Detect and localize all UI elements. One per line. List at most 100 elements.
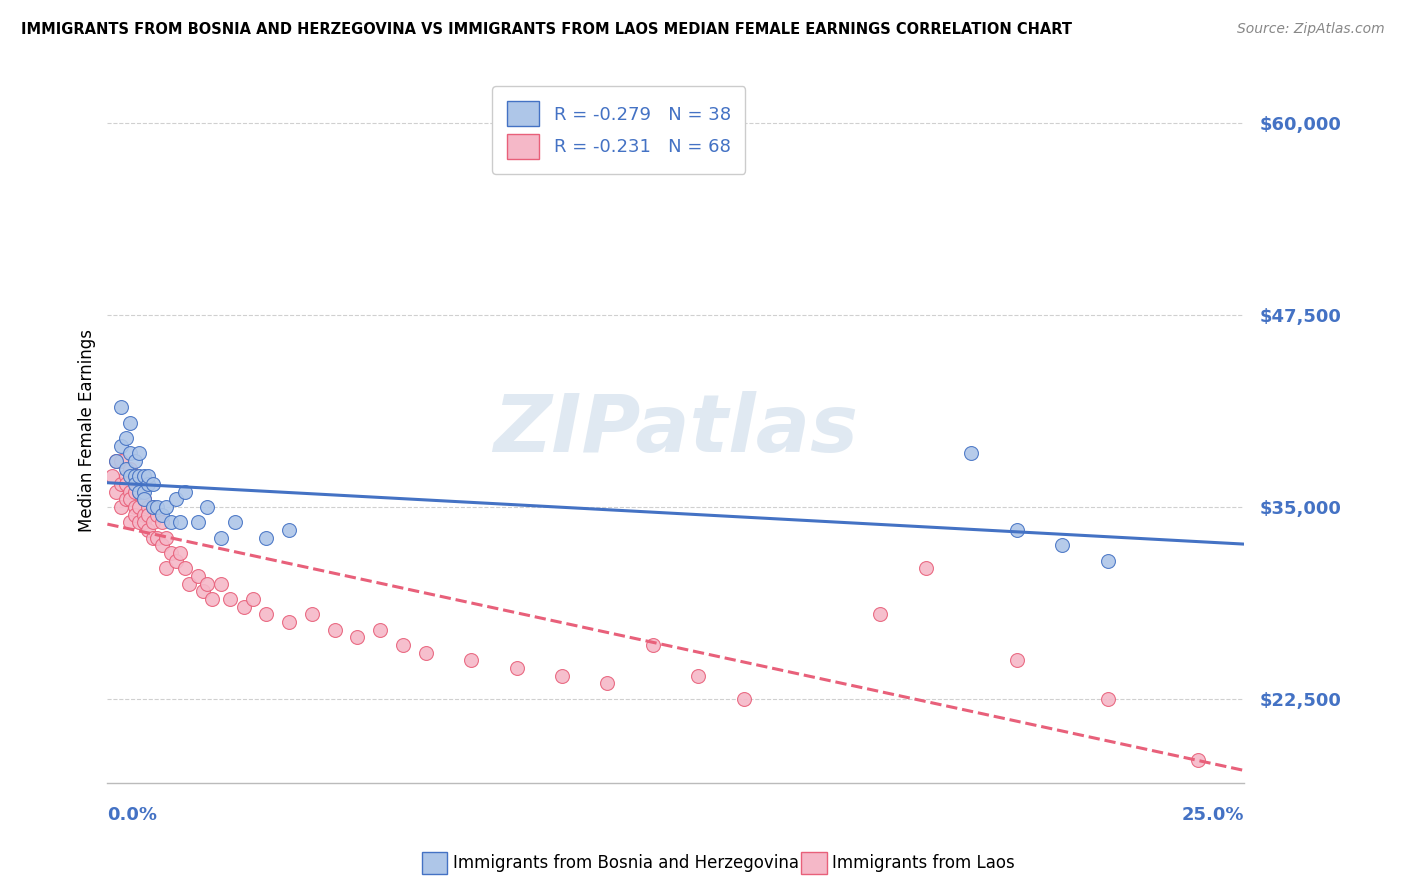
Point: [256, 607, 278, 622]
Point: [132, 469, 155, 483]
Point: [128, 516, 150, 530]
Point: [415, 646, 437, 660]
Point: [136, 469, 159, 483]
Point: [142, 477, 165, 491]
Point: [132, 492, 155, 507]
Point: [197, 500, 219, 514]
Point: [169, 546, 191, 560]
Text: Immigrants from Laos: Immigrants from Laos: [832, 854, 1015, 871]
Point: [136, 508, 159, 522]
Point: [136, 500, 159, 514]
Point: [114, 431, 136, 445]
Point: [191, 584, 214, 599]
Point: [101, 469, 124, 483]
Point: [209, 576, 232, 591]
Point: [114, 492, 136, 507]
Legend: R = -0.279   N = 38, R = -0.231   N = 68: R = -0.279 N = 38, R = -0.231 N = 68: [492, 87, 745, 174]
Point: [110, 477, 132, 491]
Point: [1005, 653, 1028, 667]
Point: [278, 615, 301, 629]
Point: [128, 500, 150, 514]
Point: [120, 469, 142, 483]
Point: [160, 516, 183, 530]
Text: Immigrants from Bosnia and Herzegovina: Immigrants from Bosnia and Herzegovina: [453, 854, 799, 871]
Text: Source: ZipAtlas.com: Source: ZipAtlas.com: [1237, 22, 1385, 37]
Point: [197, 576, 219, 591]
Point: [368, 623, 391, 637]
Point: [120, 516, 142, 530]
Point: [132, 484, 155, 499]
Point: [120, 446, 142, 460]
Point: [114, 461, 136, 475]
Point: [146, 508, 169, 522]
Text: IMMIGRANTS FROM BOSNIA AND HERZEGOVINA VS IMMIGRANTS FROM LAOS MEDIAN FEMALE EAR: IMMIGRANTS FROM BOSNIA AND HERZEGOVINA V…: [21, 22, 1073, 37]
Point: [392, 638, 415, 652]
Point: [256, 531, 278, 545]
Point: [136, 523, 159, 537]
Point: [124, 469, 146, 483]
Point: [120, 461, 142, 475]
Point: [142, 500, 165, 514]
Point: [165, 492, 187, 507]
Point: [169, 516, 191, 530]
Point: [242, 592, 264, 607]
Point: [128, 469, 150, 483]
Point: [120, 484, 142, 499]
Point: [1005, 523, 1028, 537]
Point: [209, 531, 232, 545]
Point: [150, 508, 173, 522]
Point: [733, 691, 755, 706]
Point: [155, 561, 177, 575]
Point: [187, 569, 209, 583]
Point: [187, 516, 209, 530]
Point: [124, 469, 146, 483]
Point: [460, 653, 482, 667]
Point: [132, 508, 155, 522]
Point: [136, 477, 159, 491]
Point: [179, 576, 201, 591]
Point: [641, 638, 664, 652]
Point: [551, 669, 574, 683]
Point: [124, 477, 146, 491]
Point: [128, 446, 150, 460]
Point: [128, 484, 150, 499]
Point: [110, 439, 132, 453]
Point: [173, 561, 195, 575]
Point: [346, 631, 368, 645]
Point: [869, 607, 891, 622]
Point: [1050, 538, 1073, 552]
Point: [1097, 691, 1119, 706]
Point: [142, 500, 165, 514]
Point: [142, 531, 165, 545]
Point: [124, 500, 146, 514]
Point: [232, 599, 254, 614]
Point: [146, 500, 169, 514]
Point: [1187, 753, 1209, 767]
Point: [124, 484, 146, 499]
Point: [173, 484, 195, 499]
Point: [105, 454, 128, 468]
Point: [150, 516, 173, 530]
Point: [1097, 554, 1119, 568]
Point: [224, 516, 246, 530]
Point: [105, 454, 128, 468]
Y-axis label: Median Female Earnings: Median Female Earnings: [79, 329, 96, 532]
Point: [278, 523, 301, 537]
Point: [323, 623, 346, 637]
Point: [201, 592, 224, 607]
Point: [688, 669, 710, 683]
Point: [142, 516, 165, 530]
Text: 0.0%: 0.0%: [107, 806, 157, 824]
Point: [914, 561, 936, 575]
Point: [132, 492, 155, 507]
Point: [165, 554, 187, 568]
Point: [146, 531, 169, 545]
Point: [110, 500, 132, 514]
Text: ZIPatlas: ZIPatlas: [494, 392, 858, 469]
Point: [155, 500, 177, 514]
Point: [105, 484, 128, 499]
Point: [155, 531, 177, 545]
Point: [505, 661, 527, 675]
Point: [110, 454, 132, 468]
Point: [219, 592, 242, 607]
